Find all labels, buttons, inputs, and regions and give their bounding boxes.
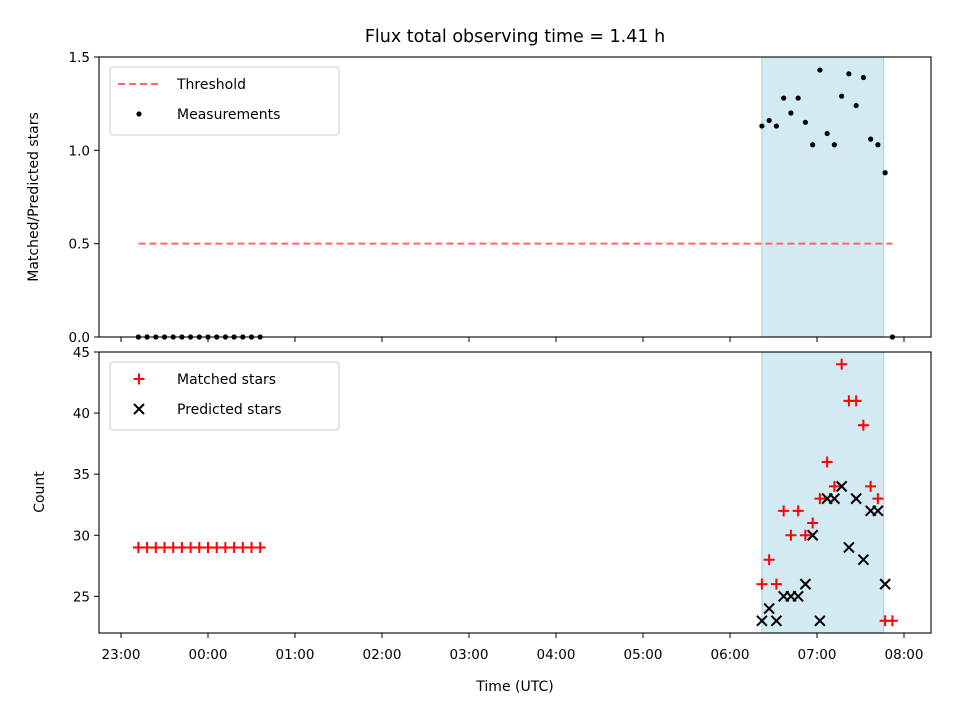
bottom-legend-label-1: Predicted stars xyxy=(177,402,282,418)
top-series-0-point-29 xyxy=(860,74,867,81)
top-series-0-point-28 xyxy=(853,102,859,109)
top-legend-label-0: Threshold xyxy=(176,77,246,93)
bottom-series-0-point-19 xyxy=(785,529,797,541)
top-series-0-point-26 xyxy=(839,93,845,99)
bottom-legend-label-0: Matched stars xyxy=(177,372,276,388)
bottom-series-1-point-1 xyxy=(763,602,775,615)
bottom-series-1-point-6 xyxy=(799,578,812,590)
top-legend-box xyxy=(109,66,340,136)
top-series-0-point-17 xyxy=(773,123,780,129)
top-series-0-point-16 xyxy=(766,117,772,124)
top-legend-swatch-1 xyxy=(136,111,142,117)
bottom-y-axis-label: Count xyxy=(32,471,48,513)
bottom-y-tick-label-2: 35 xyxy=(73,467,90,483)
x-tick-label-4: 03:00 xyxy=(450,647,489,663)
top-series-0-point-22 xyxy=(810,142,816,148)
bottom-series-1-point-10 xyxy=(828,492,841,505)
top-y-tick-label-0: 0.0 xyxy=(69,330,90,346)
bottom-series-1-point-14 xyxy=(857,553,870,566)
bottom-plot-area: 25 30 35 40 45 23:00 00:00 01:00 02:00 03:00 04:00… xyxy=(73,345,932,663)
top-plot-area: 0.0 0.5 1.0 1.5 xyxy=(69,50,932,346)
bottom-series-1-point-0 xyxy=(756,615,768,627)
chart-title: Flux total observing time = 1.41 h xyxy=(365,27,665,47)
x-tick-label-1: 00:00 xyxy=(189,647,228,663)
bottom-series-0-point-29 xyxy=(857,419,869,431)
bottom-series-0-point-15 xyxy=(756,578,768,590)
bottom-series-0-point-16 xyxy=(763,554,775,566)
top-series-0-point-21 xyxy=(802,119,809,125)
bottom-series-0-point-21 xyxy=(799,529,811,541)
bottom-series-0-point-25 xyxy=(828,480,840,492)
top-series-0-point-19 xyxy=(788,110,794,116)
bottom-y-tick-label-1: 30 xyxy=(73,528,90,544)
top-highlight-span xyxy=(761,56,885,338)
top-series-0-point-27 xyxy=(846,71,852,77)
bottom-series-1-point-17 xyxy=(879,578,891,590)
bottom-series-0-point-23 xyxy=(814,493,826,505)
bottom-legend-swatch-1 xyxy=(133,403,145,415)
top-y-axis-label: Matched/Predicted stars xyxy=(26,112,42,282)
bottom-series-1-point-8 xyxy=(814,615,826,627)
bottom-series-1-point-13 xyxy=(850,492,862,505)
top-axes-frame xyxy=(98,56,932,338)
top-panel: 0.0 0.5 1.0 1.5 Matched/Predicted stars Thr… xyxy=(26,50,932,346)
bottom-series-0-point-14 xyxy=(254,541,266,553)
x-tick-label-2: 01:00 xyxy=(276,647,315,663)
top-legend: Threshold Measurements xyxy=(109,66,340,136)
bottom-y-tick-label-4: 45 xyxy=(73,345,90,361)
top-series-0-point-30 xyxy=(868,136,874,142)
top-series-0-point-23 xyxy=(817,67,823,73)
bottom-series-0-point-22 xyxy=(807,517,819,529)
bottom-highlight-span xyxy=(761,351,885,634)
x-tick-label-9: 08:00 xyxy=(885,647,924,663)
bottom-series-0-point-30 xyxy=(865,480,877,492)
top-series-0-point-32 xyxy=(882,170,888,176)
top-series-0-point-20 xyxy=(795,95,801,101)
bottom-y-tick-label-0: 25 xyxy=(73,589,90,605)
bottom-legend-box xyxy=(109,361,340,431)
x-tick-label-8: 07:00 xyxy=(798,647,837,663)
bottom-legend-swatch-0 xyxy=(133,373,145,385)
bottom-series-0-point-24 xyxy=(821,456,833,468)
bottom-legend: Matched stars Predicted stars xyxy=(109,361,340,431)
bottom-series-1-point-16 xyxy=(872,505,884,517)
x-tick-label-0: 23:00 xyxy=(102,647,141,663)
top-series-0-point-18 xyxy=(781,95,787,101)
bottom-series-0-point-18 xyxy=(778,505,790,517)
bottom-series-1-point-2 xyxy=(770,615,783,627)
x-axis-label: Time (UTC) xyxy=(475,679,553,695)
x-tick-label-7: 06:00 xyxy=(711,647,750,663)
bottom-series-0-point-31 xyxy=(872,493,884,505)
bottom-series-0-point-28 xyxy=(850,395,862,407)
top-series-0-point-24 xyxy=(824,130,830,137)
top-y-tick-label-1: 0.5 xyxy=(69,237,90,253)
bottom-series-0-point-33 xyxy=(886,615,898,627)
top-y-tick-label-2: 1.0 xyxy=(69,143,90,159)
bottom-panel: 25 30 35 40 45 23:00 00:00 01:00 02:00 03:00 04:00… xyxy=(32,345,932,663)
bottom-series-1-point-11 xyxy=(835,480,848,493)
bottom-axes-frame xyxy=(98,351,932,634)
bottom-series-1-point-12 xyxy=(843,541,855,554)
bottom-series-1-point-5 xyxy=(792,590,804,603)
bottom-series-0-point-17 xyxy=(770,578,782,590)
top-series-0-point-15 xyxy=(759,123,765,129)
top-series-0-point-31 xyxy=(875,142,881,148)
x-tick-label-6: 05:00 xyxy=(624,647,663,663)
x-tick-label-3: 02:00 xyxy=(363,647,402,663)
top-legend-label-1: Measurements xyxy=(177,107,280,123)
bottom-series-0-point-26 xyxy=(836,358,848,370)
bottom-series-0-point-20 xyxy=(792,505,804,517)
bottom-y-tick-label-3: 40 xyxy=(73,406,90,422)
top-series-0-point-25 xyxy=(831,142,838,148)
top-y-tick-label-3: 1.5 xyxy=(69,50,90,66)
bottom-series-1-point-7 xyxy=(806,529,819,541)
x-tick-label-5: 04:00 xyxy=(537,647,576,663)
